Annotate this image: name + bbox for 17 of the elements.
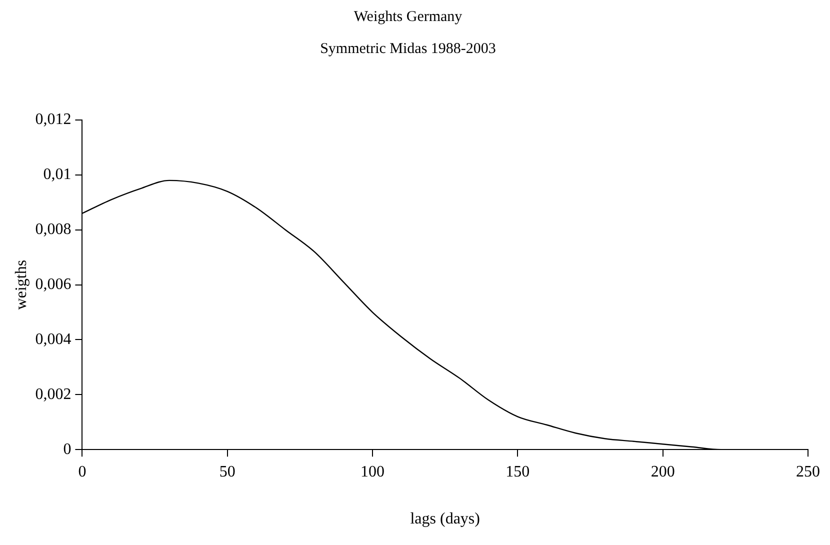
x-tick-label: 200 xyxy=(650,463,675,480)
x-tick-label: 100 xyxy=(360,463,385,480)
y-tick-label: 0,008 xyxy=(35,221,72,238)
y-tick-label: 0 xyxy=(63,440,72,458)
y-axis-title: weigths xyxy=(12,260,30,310)
y-tick-label: 0,01 xyxy=(43,166,72,184)
x-tick-label: 50 xyxy=(219,463,236,480)
x-tick-label: 250 xyxy=(796,463,820,480)
chart-subtitle: Symmetric Midas 1988-2003 xyxy=(320,40,496,57)
x-tick-label: 0 xyxy=(78,463,86,480)
y-tick-label: 0,002 xyxy=(35,386,72,403)
chart-title: Weights Germany xyxy=(354,8,463,25)
y-tick-label: 0,006 xyxy=(35,276,72,294)
y-tick-label: 0,012 xyxy=(35,111,72,128)
x-axis-title: lags (days) xyxy=(410,510,480,528)
x-tick-label: 150 xyxy=(506,463,530,480)
y-tick-label: 0,004 xyxy=(35,330,72,348)
